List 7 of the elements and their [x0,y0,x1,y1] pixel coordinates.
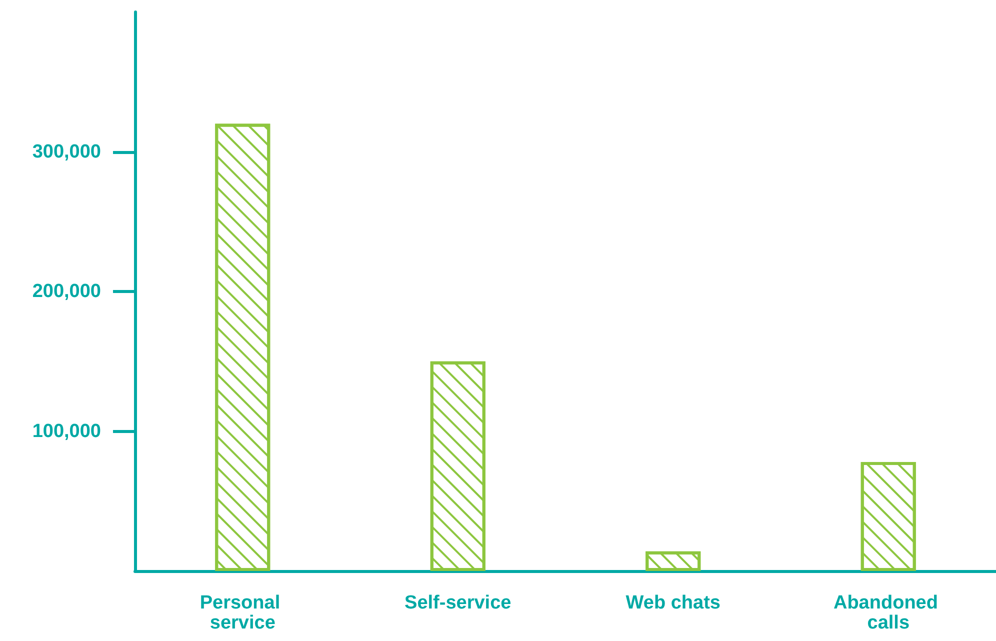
y-tick-label: 300,000 [32,141,101,162]
x-tick-label: Self-service [404,592,512,614]
x-tick-label: Web chats [626,592,720,614]
x-tick-label: Personal service [200,592,286,634]
y-tick-label: 200,000 [32,281,101,302]
x-tick-label: Abandoned calls [833,592,944,634]
y-tick-label: 100,000 [32,420,101,442]
